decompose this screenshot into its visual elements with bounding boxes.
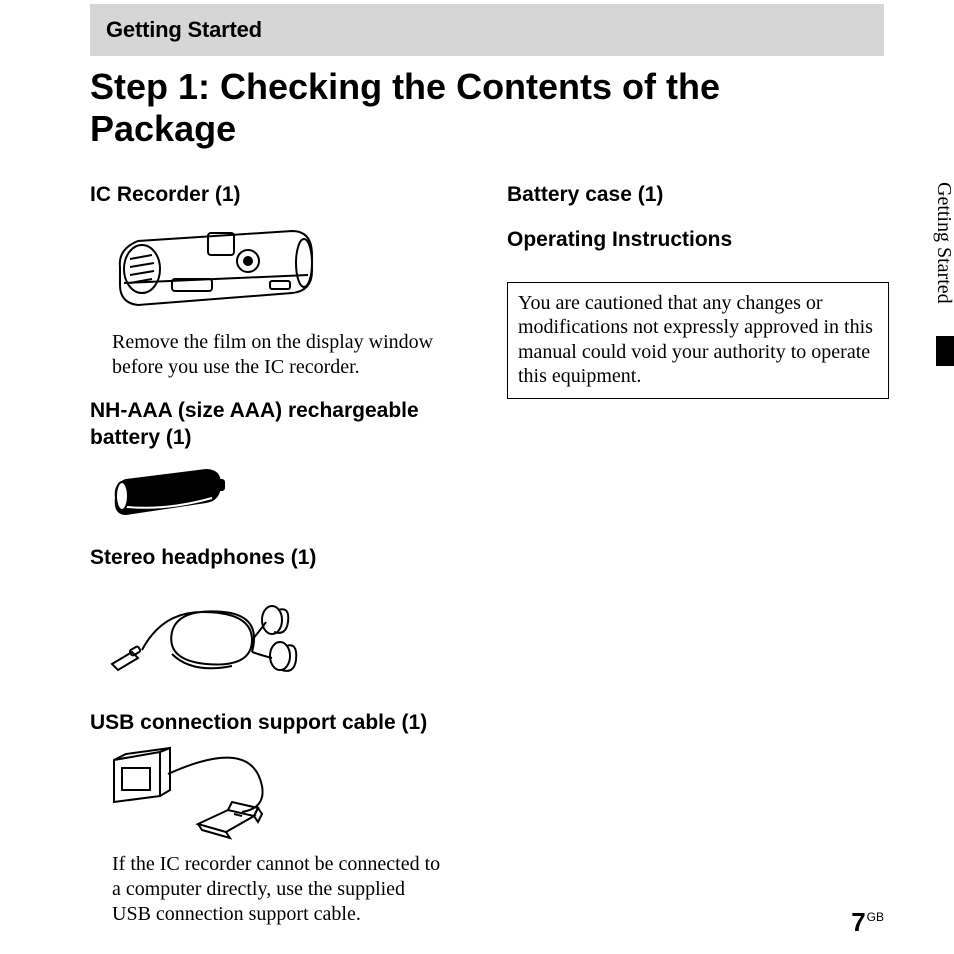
recorder-note: Remove the film on the display window be… [112, 330, 442, 380]
item-heading-battery: NH-AAA (size AAA) rechargeable battery (… [90, 398, 467, 452]
headphones-illustration [102, 582, 467, 692]
item-heading-battery-case: Battery case (1) [507, 182, 884, 209]
page-title: Step 1: Checking the Contents of the Pac… [90, 66, 860, 151]
battery-icon [102, 462, 232, 522]
section-label: Getting Started [106, 17, 262, 43]
left-column: IC Recorder (1) [90, 182, 467, 894]
headphones-icon [102, 582, 312, 687]
item-heading-usb-cable: USB connection support cable (1) [90, 710, 467, 737]
manual-page: Getting Started Step 1: Checking the Con… [0, 0, 954, 954]
right-column: Battery case (1) Operating Instructions … [507, 182, 884, 894]
recorder-illustration [102, 219, 467, 324]
item-heading-operating-instructions: Operating Instructions [507, 227, 884, 254]
caution-text: You are cautioned that any changes or mo… [518, 292, 873, 387]
side-tab-marker [936, 336, 954, 366]
page-number: 7GB [851, 907, 884, 938]
usb-cable-note: If the IC recorder cannot be connected t… [112, 852, 442, 927]
usb-cable-icon [102, 746, 302, 841]
side-tab-label: Getting Started [934, 182, 954, 304]
usb-cable-illustration [102, 746, 467, 846]
caution-box: You are cautioned that any changes or mo… [507, 282, 889, 400]
section-header-bar: Getting Started [90, 4, 884, 56]
page-number-suffix: GB [867, 910, 884, 924]
item-heading-headphones: Stereo headphones (1) [90, 545, 467, 572]
battery-illustration [102, 462, 467, 527]
page-number-value: 7 [851, 907, 865, 937]
item-heading-recorder: IC Recorder (1) [90, 182, 467, 209]
content-columns: IC Recorder (1) [90, 182, 884, 894]
ic-recorder-icon [102, 219, 322, 319]
